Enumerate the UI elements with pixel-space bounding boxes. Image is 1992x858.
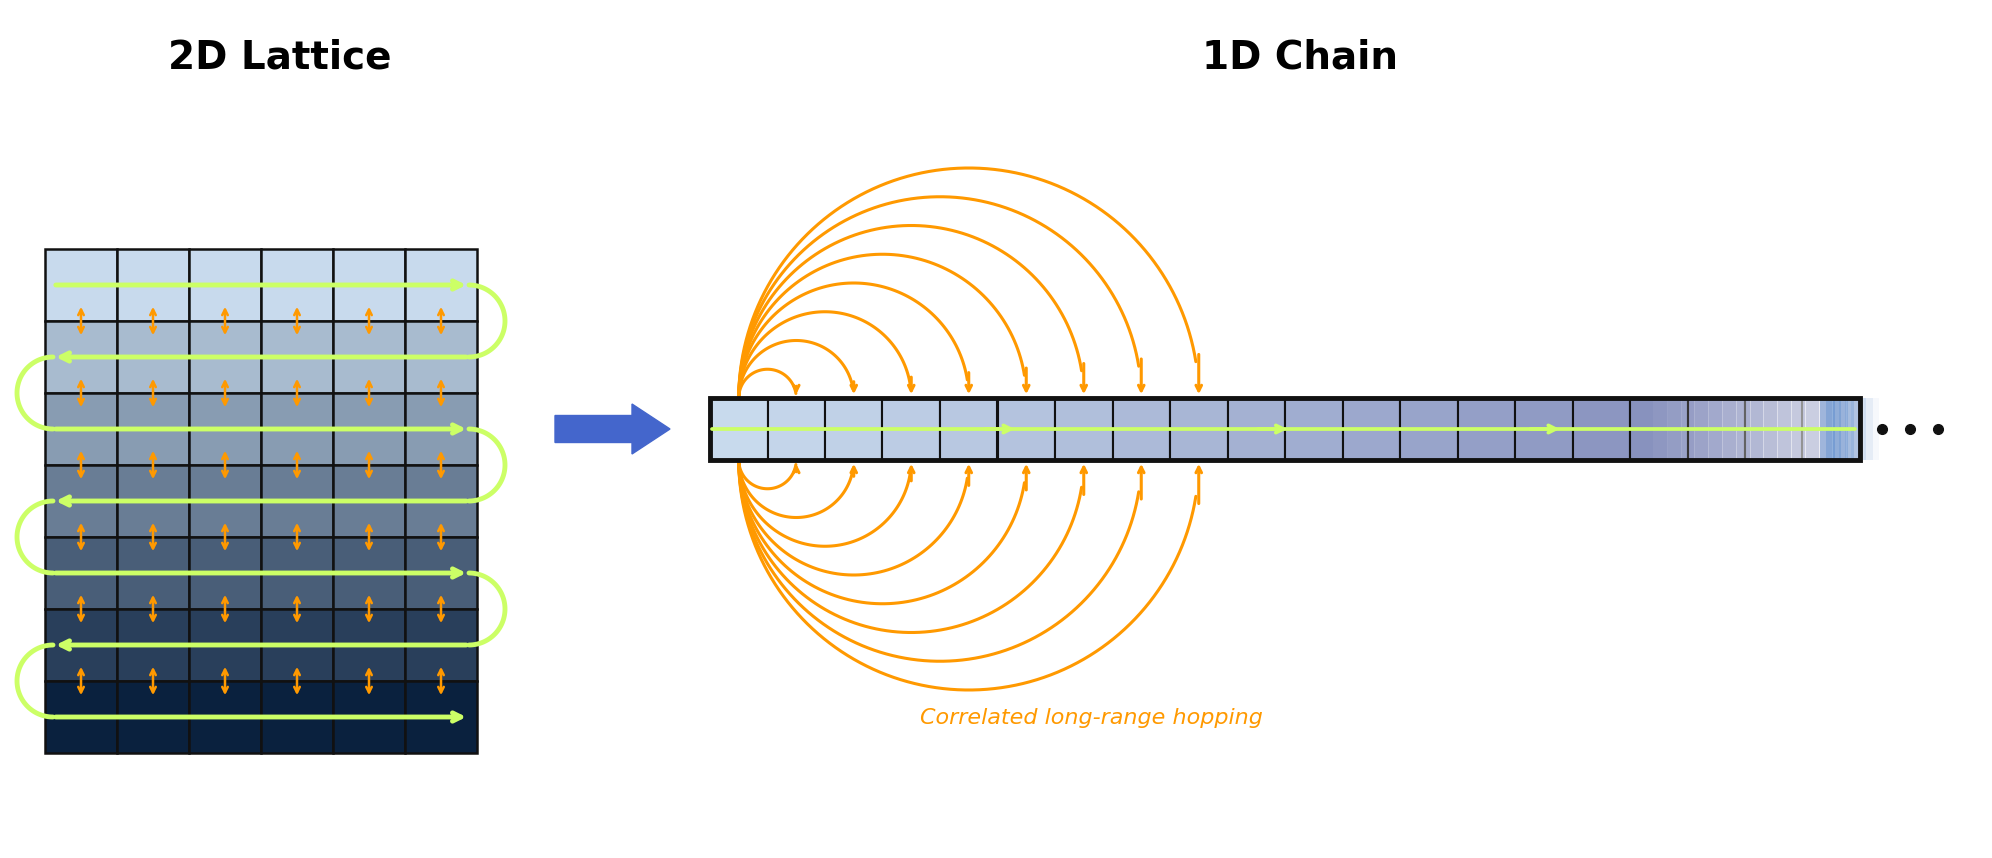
Bar <box>261 465 333 537</box>
Bar <box>333 465 404 537</box>
Bar <box>261 249 333 321</box>
Bar <box>118 393 189 465</box>
Bar <box>189 681 261 753</box>
Bar <box>261 537 333 609</box>
Bar <box>1721 397 1737 461</box>
Bar <box>1735 397 1751 461</box>
Bar <box>1865 398 1878 460</box>
Bar <box>1681 397 1695 461</box>
Bar <box>998 398 1056 460</box>
Bar <box>333 609 404 681</box>
Bar <box>404 321 476 393</box>
Bar <box>333 681 404 753</box>
Bar <box>1343 398 1400 460</box>
Bar <box>118 321 189 393</box>
Bar <box>189 609 261 681</box>
Bar <box>189 537 261 609</box>
Bar <box>261 393 333 465</box>
Bar <box>1847 397 1861 461</box>
Bar <box>1629 398 1687 460</box>
Bar <box>404 609 476 681</box>
Bar <box>189 393 261 465</box>
Bar <box>261 321 333 393</box>
Bar <box>333 537 404 609</box>
Bar <box>46 249 118 321</box>
Bar <box>189 321 261 393</box>
Bar <box>118 537 189 609</box>
Bar <box>709 398 767 460</box>
Bar <box>1695 397 1709 461</box>
Bar <box>1777 397 1793 461</box>
Bar <box>1056 398 1112 460</box>
Bar <box>404 537 476 609</box>
Bar <box>1763 397 1779 461</box>
Bar <box>1745 398 1803 460</box>
Bar <box>767 398 825 460</box>
Bar <box>882 398 940 460</box>
Bar <box>1653 397 1667 461</box>
Bar <box>1687 398 1745 460</box>
Bar <box>1845 398 1861 460</box>
Bar <box>333 249 404 321</box>
Bar <box>46 321 118 393</box>
Bar <box>46 681 118 753</box>
Bar <box>1851 398 1867 460</box>
Bar <box>118 681 189 753</box>
Bar <box>404 465 476 537</box>
Bar <box>1169 398 1227 460</box>
Bar <box>261 681 333 753</box>
Bar <box>1833 397 1847 461</box>
Bar <box>1285 398 1343 460</box>
Text: Correlated long-range hopping: Correlated long-range hopping <box>920 708 1263 728</box>
Bar <box>1857 398 1872 460</box>
Bar <box>1827 398 1841 460</box>
Bar <box>46 465 118 537</box>
Bar <box>709 398 1861 460</box>
Bar <box>1791 397 1807 461</box>
Bar <box>1667 397 1681 461</box>
Bar <box>940 398 998 460</box>
Bar <box>118 609 189 681</box>
Bar <box>333 393 404 465</box>
Bar <box>1400 398 1458 460</box>
Bar <box>1572 398 1629 460</box>
Bar <box>404 393 476 465</box>
Bar <box>1805 397 1819 461</box>
Bar <box>1227 398 1285 460</box>
Bar <box>1803 398 1861 460</box>
Bar <box>1749 397 1765 461</box>
Bar <box>46 537 118 609</box>
Bar <box>118 249 189 321</box>
Bar <box>1821 398 1835 460</box>
FancyArrow shape <box>556 404 669 454</box>
Bar <box>404 249 476 321</box>
Bar <box>1516 398 1572 460</box>
Bar <box>1819 397 1833 461</box>
Text: 1D Chain: 1D Chain <box>1201 38 1398 76</box>
Bar <box>1839 398 1855 460</box>
Bar <box>261 609 333 681</box>
Bar <box>404 681 476 753</box>
Bar <box>118 465 189 537</box>
Text: 2D Lattice: 2D Lattice <box>167 38 392 76</box>
Bar <box>1833 398 1847 460</box>
Bar <box>1458 398 1516 460</box>
Bar <box>333 321 404 393</box>
Bar <box>189 465 261 537</box>
Bar <box>1709 397 1723 461</box>
Bar <box>46 393 118 465</box>
Bar <box>46 609 118 681</box>
Bar <box>189 249 261 321</box>
Bar <box>1112 398 1169 460</box>
Bar <box>825 398 882 460</box>
